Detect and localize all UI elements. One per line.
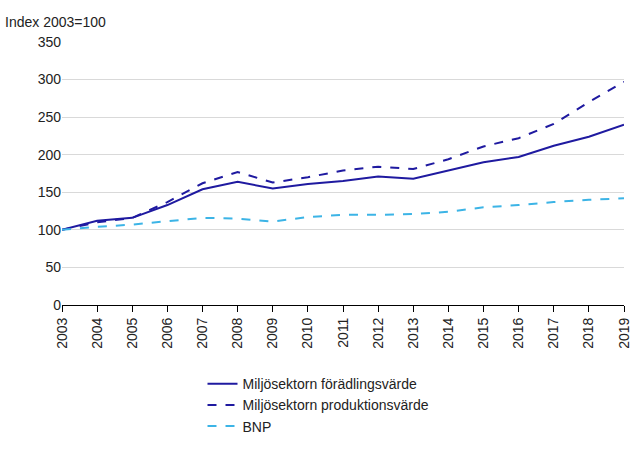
svg-text:350: 350 [38, 34, 62, 50]
svg-text:100: 100 [38, 222, 62, 238]
svg-text:BNP: BNP [243, 419, 272, 435]
svg-text:150: 150 [38, 184, 62, 200]
svg-text:0: 0 [53, 297, 61, 313]
svg-text:2003: 2003 [54, 317, 70, 348]
svg-text:2016: 2016 [510, 317, 526, 348]
svg-text:Miljösektorn produktionsvärde: Miljösektorn produktionsvärde [243, 397, 429, 413]
svg-text:2012: 2012 [370, 317, 386, 348]
svg-text:2019: 2019 [616, 317, 632, 348]
svg-text:2011: 2011 [335, 317, 351, 347]
svg-text:Index 2003=100: Index 2003=100 [5, 14, 106, 30]
svg-text:200: 200 [38, 147, 62, 163]
svg-text:300: 300 [38, 71, 62, 87]
svg-text:2005: 2005 [124, 317, 140, 348]
svg-text:250: 250 [38, 109, 62, 125]
svg-text:2013: 2013 [405, 317, 421, 348]
svg-text:2015: 2015 [475, 317, 491, 348]
svg-text:2007: 2007 [194, 317, 210, 348]
svg-text:2004: 2004 [89, 317, 105, 348]
svg-text:2008: 2008 [229, 317, 245, 348]
svg-text:Miljösektorn förädlingsvärde: Miljösektorn förädlingsvärde [243, 376, 418, 392]
svg-text:50: 50 [45, 259, 61, 275]
svg-text:2017: 2017 [545, 317, 561, 348]
svg-text:2009: 2009 [264, 317, 280, 348]
svg-text:2018: 2018 [580, 317, 596, 348]
svg-text:2014: 2014 [440, 317, 456, 348]
svg-text:2010: 2010 [299, 317, 315, 348]
svg-text:2006: 2006 [159, 317, 175, 348]
